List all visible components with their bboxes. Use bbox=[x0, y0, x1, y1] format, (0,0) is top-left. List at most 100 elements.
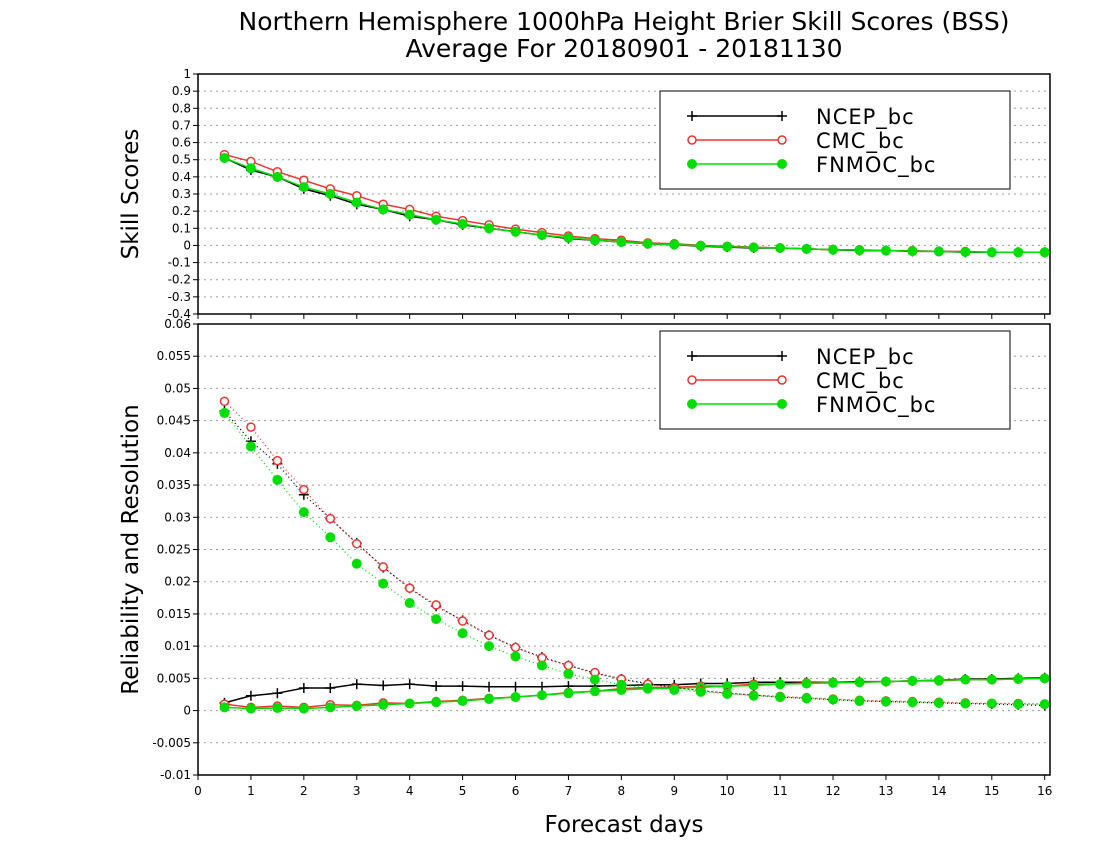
data-point bbox=[325, 513, 336, 524]
legend-box bbox=[659, 330, 1011, 430]
y-tick-label: 0.5 bbox=[172, 153, 191, 167]
x-tick-label: 1 bbox=[247, 784, 255, 798]
data-point bbox=[378, 699, 389, 710]
data-point bbox=[775, 692, 786, 703]
data-point bbox=[960, 698, 971, 709]
data-point bbox=[801, 678, 812, 689]
data-point bbox=[325, 532, 336, 543]
legend-marker-start bbox=[687, 135, 697, 145]
series-fnmoc_bc bbox=[219, 153, 1050, 258]
x-tick-label: 6 bbox=[512, 784, 520, 798]
data-point bbox=[219, 702, 230, 713]
data-point bbox=[828, 244, 839, 255]
data-point bbox=[880, 676, 891, 687]
series-line bbox=[224, 400, 1045, 705]
data-point bbox=[1039, 247, 1050, 258]
panels: -0.4 -0.3 -0.2 -0.1 0 0.1 0.2 0.3 0.4 0.5 0.6 0.7 0.… bbox=[118, 67, 1052, 798]
data-point bbox=[880, 696, 891, 707]
legend-label: NCEP_bc bbox=[816, 105, 915, 130]
legend-item-fnmoc_bc: FNMOC_bc bbox=[687, 153, 935, 178]
data-point bbox=[431, 214, 442, 225]
legend-label: NCEP_bc bbox=[816, 345, 915, 370]
data-point bbox=[828, 677, 839, 688]
x-tick-label: 4 bbox=[406, 784, 414, 798]
legend-item-cmc_bc: CMC_bc bbox=[687, 369, 905, 394]
data-point bbox=[457, 628, 468, 639]
data-point bbox=[457, 681, 468, 692]
y-axis: -0.01 -0.005 0 0.005 0.01 0.015 0.02 0.025 0.03 0… bbox=[152, 317, 198, 782]
data-point bbox=[589, 674, 600, 685]
legend-label: CMC_bc bbox=[816, 369, 905, 394]
y-tick-label: -0.01 bbox=[160, 768, 191, 782]
legend-marker-end bbox=[777, 375, 787, 385]
data-point bbox=[510, 651, 521, 662]
data-point bbox=[536, 230, 547, 241]
data-point bbox=[484, 693, 495, 704]
data-point bbox=[933, 246, 944, 257]
data-point bbox=[695, 240, 706, 251]
series-layer bbox=[219, 396, 1050, 714]
x-tick-label: 0 bbox=[194, 784, 202, 798]
legend-marker-start bbox=[687, 111, 697, 121]
legend-item-fnmoc_bc: FNMOC_bc bbox=[687, 393, 936, 418]
data-point bbox=[457, 695, 468, 706]
chart-title-line1: Northern Hemisphere 1000hPa Height Brier… bbox=[239, 7, 1010, 36]
x-axis-label: Forecast days bbox=[545, 812, 704, 838]
data-point bbox=[933, 697, 944, 708]
data-point bbox=[669, 239, 680, 250]
legend-label: FNMOC_bc bbox=[816, 393, 936, 418]
legend-label: CMC_bc bbox=[816, 129, 905, 154]
data-point bbox=[484, 630, 494, 640]
data-point bbox=[854, 245, 865, 256]
y-tick-label: 0.025 bbox=[157, 543, 191, 557]
x-tick-label: 16 bbox=[1037, 784, 1052, 798]
y-tick-label: 0.045 bbox=[157, 414, 191, 428]
y-tick-label: 0.01 bbox=[164, 639, 191, 653]
y-tick-label: 1 bbox=[183, 67, 191, 81]
data-point bbox=[1013, 699, 1024, 710]
y-tick-label: 0.015 bbox=[157, 607, 191, 621]
data-point bbox=[669, 684, 680, 695]
legend-item-ncep_bc: NCEP_bc bbox=[687, 345, 915, 370]
data-point bbox=[695, 686, 706, 697]
data-point bbox=[510, 681, 521, 692]
data-point bbox=[1013, 674, 1024, 685]
data-point bbox=[325, 189, 336, 199]
data-point bbox=[907, 675, 918, 686]
x-tick-label: 12 bbox=[825, 784, 840, 798]
legend-item-ncep_bc: NCEP_bc bbox=[687, 105, 915, 130]
x-tick-label: 7 bbox=[565, 784, 573, 798]
x-tick-label: 11 bbox=[772, 784, 787, 798]
data-point bbox=[748, 680, 759, 691]
x-tick-label: 3 bbox=[353, 784, 361, 798]
data-point bbox=[484, 223, 495, 234]
legend-marker-start bbox=[687, 375, 697, 385]
y-tick-label: -0.1 bbox=[168, 256, 191, 270]
x-axis bbox=[197, 314, 1046, 319]
data-point bbox=[510, 226, 521, 237]
data-point bbox=[616, 237, 627, 247]
series-fnmoc_bc-resolution bbox=[219, 407, 1050, 710]
data-point bbox=[351, 197, 362, 208]
y-tick-label: 0.05 bbox=[164, 381, 191, 395]
x-tick-label: 15 bbox=[984, 784, 999, 798]
data-point bbox=[378, 578, 389, 589]
data-point bbox=[907, 246, 918, 257]
panel-2: -0.01 -0.005 0 0.005 0.01 0.015 0.02 0.025 0.03 0… bbox=[118, 317, 1052, 798]
data-point bbox=[986, 247, 997, 258]
data-point bbox=[563, 668, 574, 679]
data-point bbox=[801, 693, 812, 704]
y-tick-label: -0.3 bbox=[168, 290, 191, 304]
data-point bbox=[748, 690, 759, 701]
legend-marker-end bbox=[777, 111, 787, 121]
data-point bbox=[801, 243, 812, 254]
data-point bbox=[351, 679, 362, 690]
data-point bbox=[722, 241, 733, 252]
data-point bbox=[536, 660, 547, 671]
data-point bbox=[775, 243, 786, 253]
y-axis: -0.4 -0.3 -0.2 -0.1 0 0.1 0.2 0.3 0.4 0.5 0.6 0.7 0.… bbox=[168, 67, 198, 321]
data-point bbox=[510, 692, 521, 703]
y-tick-label: -0.005 bbox=[152, 736, 191, 750]
data-point bbox=[245, 441, 256, 452]
